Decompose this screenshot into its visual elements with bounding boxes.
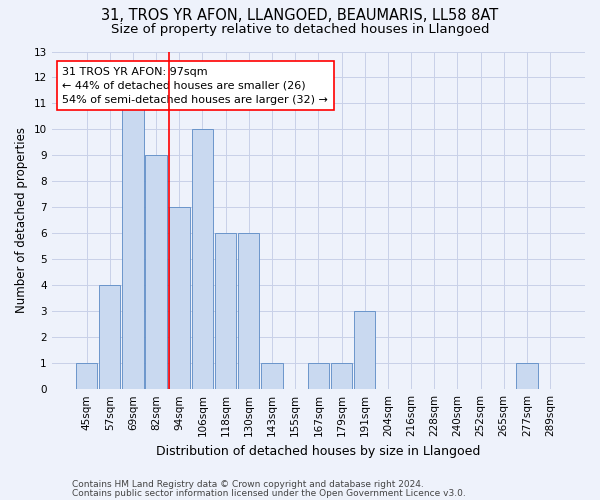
Text: Size of property relative to detached houses in Llangoed: Size of property relative to detached ho… [111, 22, 489, 36]
Y-axis label: Number of detached properties: Number of detached properties [15, 128, 28, 314]
Bar [308, 363, 329, 389]
Bar [76, 363, 97, 389]
Text: Contains HM Land Registry data © Crown copyright and database right 2024.: Contains HM Land Registry data © Crown c… [72, 480, 424, 489]
Bar [354, 312, 376, 389]
X-axis label: Distribution of detached houses by size in Llangoed: Distribution of detached houses by size … [156, 444, 481, 458]
Bar [192, 130, 213, 389]
Bar [215, 234, 236, 389]
Bar [331, 363, 352, 389]
Bar [262, 363, 283, 389]
Bar [238, 234, 259, 389]
Bar [145, 156, 167, 389]
Text: 31, TROS YR AFON, LLANGOED, BEAUMARIS, LL58 8AT: 31, TROS YR AFON, LLANGOED, BEAUMARIS, L… [101, 8, 499, 22]
Bar [516, 363, 538, 389]
Bar [169, 208, 190, 389]
Bar [99, 286, 121, 389]
Bar [122, 104, 143, 389]
Text: Contains public sector information licensed under the Open Government Licence v3: Contains public sector information licen… [72, 488, 466, 498]
Text: 31 TROS YR AFON: 97sqm
← 44% of detached houses are smaller (26)
54% of semi-det: 31 TROS YR AFON: 97sqm ← 44% of detached… [62, 66, 328, 104]
